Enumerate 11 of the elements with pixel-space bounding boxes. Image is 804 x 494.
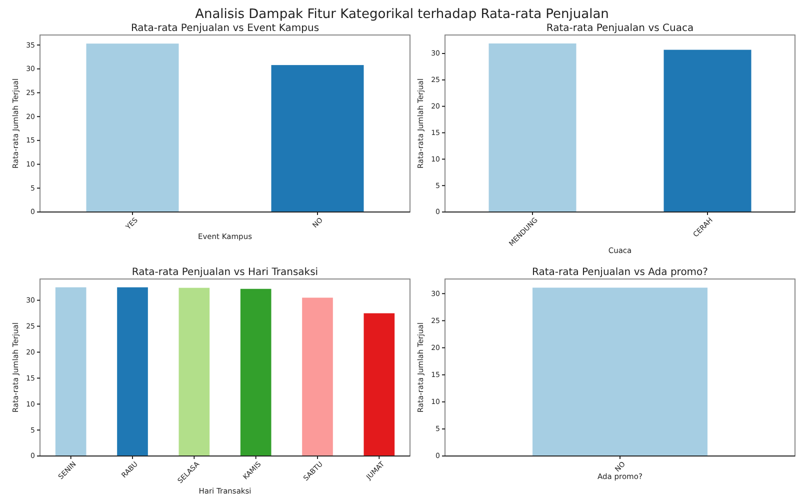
chart-title: Rata-rata Penjualan vs Hari Transaksi <box>132 267 318 278</box>
bar <box>302 298 333 456</box>
chart-title: Rata-rata Penjualan vs Ada promo? <box>532 267 708 278</box>
bar <box>55 287 86 456</box>
bar <box>178 288 210 456</box>
bar <box>117 287 148 456</box>
bar <box>240 288 272 456</box>
chart-title: Rata-rata Penjualan vs Cuaca <box>546 23 694 34</box>
chart-title: Rata-rata Penjualan vs Event Kampus <box>130 23 320 34</box>
bar <box>364 313 395 456</box>
text: Analisis Dampak Fitur Kategorikal terhadap Rata-rata Penjualan <box>195 7 609 22</box>
